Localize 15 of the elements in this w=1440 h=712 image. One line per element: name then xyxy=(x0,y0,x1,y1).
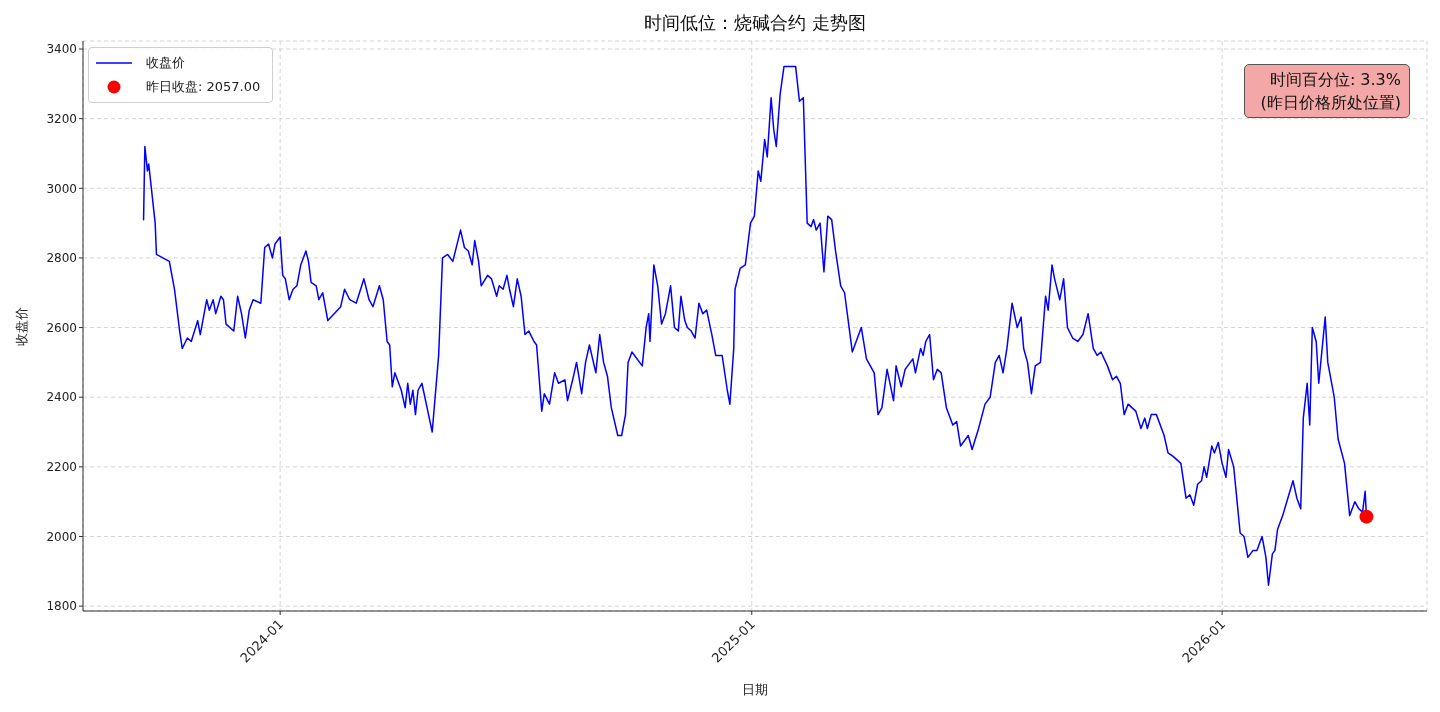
y-tick-label: 3000 xyxy=(46,181,77,196)
y-tick-label: 2600 xyxy=(46,320,77,335)
y-axis-title: 收盘价 xyxy=(13,306,30,346)
y-tick-label: 1800 xyxy=(46,599,77,614)
legend-label: 收盘价 xyxy=(146,54,185,72)
y-tick-label: 2800 xyxy=(46,251,77,266)
y-tick-label: 2200 xyxy=(46,460,77,475)
annotation: 时间百分位: 3.3% (昨日价格所处位置) xyxy=(1243,64,1410,118)
y-tick-label: 3200 xyxy=(46,111,77,126)
y-tick-label: 2000 xyxy=(46,529,77,544)
chart-title: 时间低位：烧碱合约 走势图 xyxy=(643,11,867,35)
x-axis-title: 日期 xyxy=(741,681,769,699)
y-tick-label: 2400 xyxy=(46,390,77,405)
legend-label: 昨日收盘: 2057.00 xyxy=(146,78,261,96)
y-tick-label: 3400 xyxy=(46,42,77,57)
